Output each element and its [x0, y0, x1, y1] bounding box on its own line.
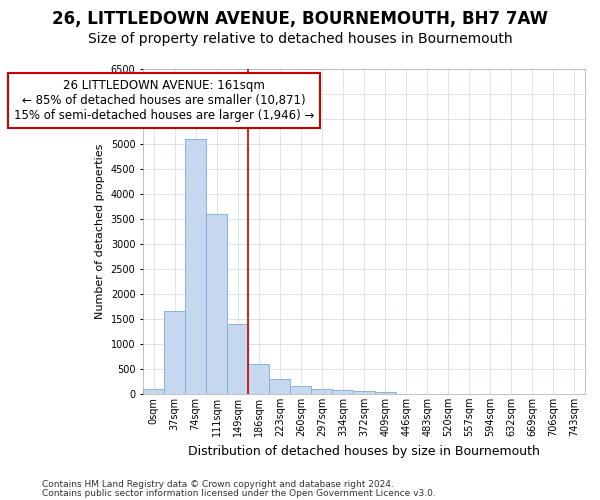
- Bar: [311, 389, 332, 394]
- Bar: [248, 364, 269, 394]
- X-axis label: Distribution of detached houses by size in Bournemouth: Distribution of detached houses by size …: [188, 444, 540, 458]
- Text: Contains HM Land Registry data © Crown copyright and database right 2024.: Contains HM Land Registry data © Crown c…: [42, 480, 394, 489]
- Text: 26 LITTLEDOWN AVENUE: 161sqm
← 85% of detached houses are smaller (10,871)
15% o: 26 LITTLEDOWN AVENUE: 161sqm ← 85% of de…: [14, 79, 314, 122]
- Text: Size of property relative to detached houses in Bournemouth: Size of property relative to detached ho…: [88, 32, 512, 46]
- Bar: [290, 386, 311, 394]
- Bar: [185, 139, 206, 394]
- Bar: [353, 392, 374, 394]
- Bar: [143, 389, 164, 394]
- Bar: [164, 312, 185, 394]
- Bar: [269, 379, 290, 394]
- Y-axis label: Number of detached properties: Number of detached properties: [95, 144, 105, 319]
- Bar: [374, 392, 395, 394]
- Bar: [332, 390, 353, 394]
- Bar: [206, 214, 227, 394]
- Bar: [227, 324, 248, 394]
- Text: 26, LITTLEDOWN AVENUE, BOURNEMOUTH, BH7 7AW: 26, LITTLEDOWN AVENUE, BOURNEMOUTH, BH7 …: [52, 10, 548, 28]
- Text: Contains public sector information licensed under the Open Government Licence v3: Contains public sector information licen…: [42, 489, 436, 498]
